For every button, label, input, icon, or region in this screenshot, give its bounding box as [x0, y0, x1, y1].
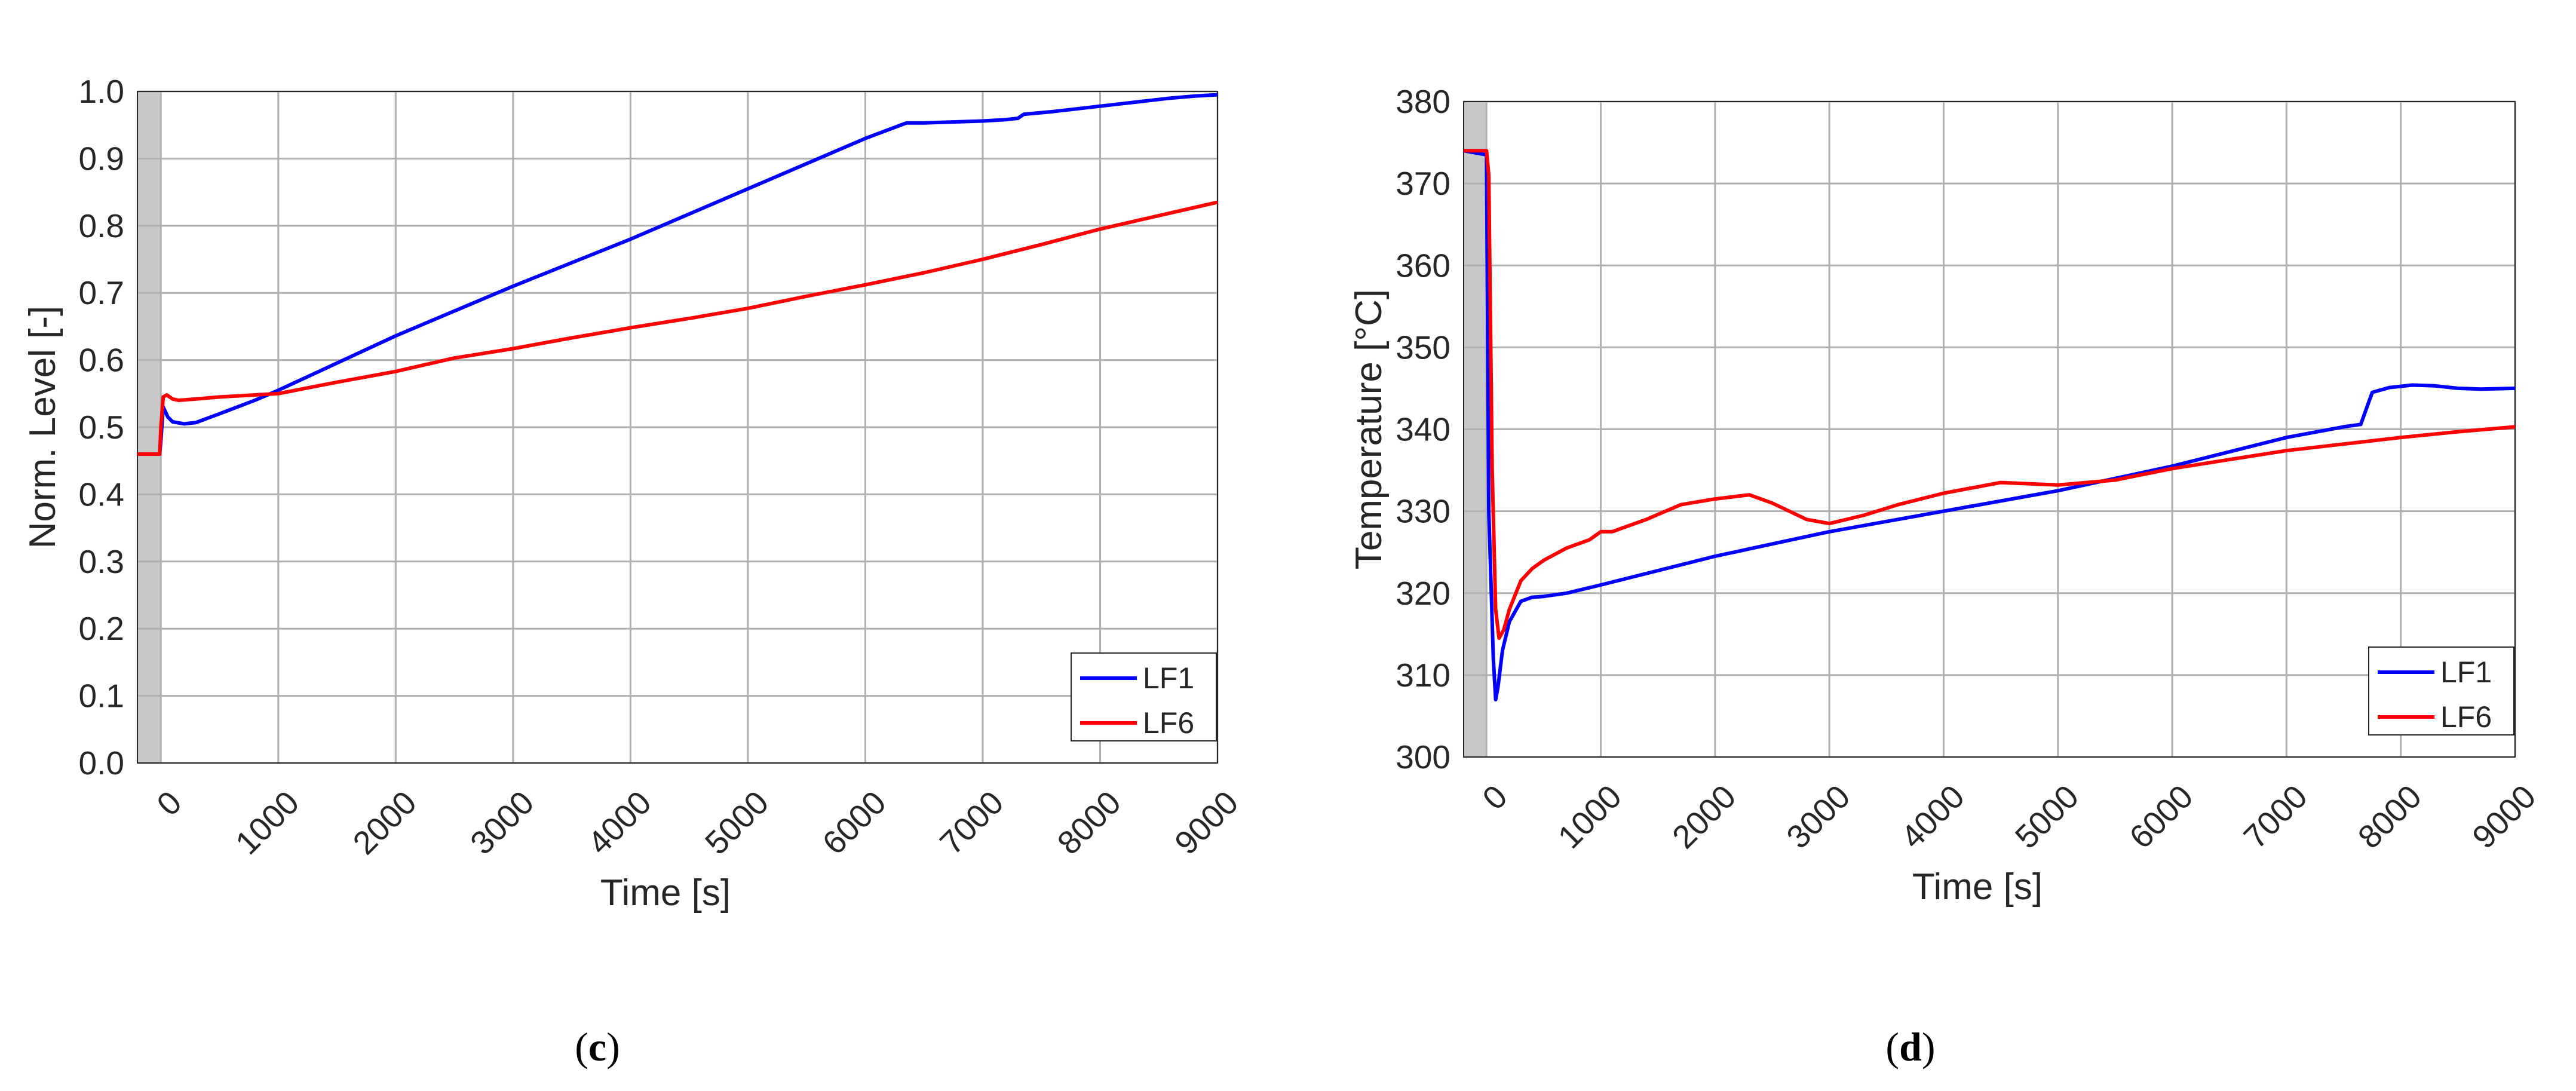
y-tick-label-10: 1.0	[79, 73, 124, 110]
x-axis-label: Time [s]	[600, 872, 731, 914]
x-tick-label-5: 5000	[698, 784, 775, 862]
x-tick-label-7: 7000	[933, 784, 1010, 862]
y-tick-label-0: 0.0	[79, 744, 124, 782]
series-line-lf6	[137, 200, 1218, 456]
x-tick-label-6: 6000	[2122, 778, 2200, 856]
x-axis-label: Time [s]	[1912, 866, 2043, 908]
panel-label-c: (c)	[575, 1024, 620, 1069]
y-tick-label-1: 310	[1396, 657, 1450, 694]
y-tick-label-4: 340	[1396, 411, 1450, 448]
chart-panel-d: 0 1000 2000 3000 4000 5000 6000 7000 8000 9000 300…	[1348, 83, 2543, 908]
x-tick-label-9: 9000	[1167, 784, 1245, 862]
x-tick-label-0: 0	[1475, 778, 1514, 817]
legend-label-lf1: LF1	[1143, 661, 1194, 695]
y-tick-label-4: 0.4	[79, 476, 124, 513]
legend-label-lf6: LF6	[2440, 700, 2492, 734]
legend-label-lf6: LF6	[1143, 706, 1194, 740]
x-tick-label-6: 6000	[815, 784, 893, 862]
x-tick-label-8: 8000	[1050, 784, 1128, 862]
y-tick-label-3: 330	[1396, 493, 1450, 530]
y-tick-label-0: 300	[1396, 738, 1450, 776]
y-tick-label-6: 0.6	[79, 342, 124, 379]
y-tick-label-5: 0.5	[79, 409, 124, 446]
series-line-lf6	[1464, 149, 2516, 640]
x-tick-label-2: 2000	[1665, 778, 1743, 856]
y-tick-label-7: 0.7	[79, 274, 124, 311]
x-tick-label-3: 3000	[1779, 778, 1857, 856]
x-tick-label-4: 4000	[581, 784, 658, 862]
series-line-lf1	[1463, 149, 2516, 701]
x-tick-label-3: 3000	[463, 784, 541, 862]
x-tick-label-1: 1000	[228, 784, 306, 862]
x-tick-label-4: 4000	[1894, 778, 1971, 856]
y-tick-label-8: 380	[1396, 83, 1450, 120]
y-tick-label-6: 360	[1396, 247, 1450, 284]
y-tick-label-5: 350	[1396, 329, 1450, 366]
x-tick-label-0: 0	[149, 784, 188, 823]
chart-panel-c: 0 1000 2000 3000 4000 5000 6000 7000 8000 9000 0.0…	[22, 73, 1245, 914]
x-tick-label-1: 1000	[1551, 778, 1629, 856]
legend-box	[1071, 652, 1217, 741]
legend-label-lf1: LF1	[2440, 655, 2492, 689]
panel-label-d: (d)	[1885, 1024, 1935, 1069]
y-axis-label: Norm. Level [-]	[22, 306, 63, 549]
y-tick-label-8: 0.8	[79, 207, 124, 244]
y-tick-label-2: 320	[1396, 575, 1450, 612]
legend-box	[2368, 646, 2514, 735]
y-tick-label-7: 370	[1396, 165, 1450, 202]
x-tick-label-8: 8000	[2351, 778, 2428, 856]
y-tick-label-1: 0.1	[79, 678, 124, 715]
y-axis-label: Temperature [°C]	[1348, 289, 1390, 569]
plot-area-border	[1463, 101, 2516, 758]
x-tick-label-7: 7000	[2237, 778, 2314, 856]
plot-area-border	[137, 91, 1218, 764]
y-tick-label-2: 0.2	[79, 610, 124, 647]
series-line-lf1	[137, 93, 1218, 456]
x-tick-label-5: 5000	[2008, 778, 2086, 856]
x-tick-label-2: 2000	[345, 784, 423, 862]
y-tick-label-9: 0.9	[79, 140, 124, 177]
y-tick-label-3: 0.3	[79, 543, 124, 580]
x-tick-label-9: 9000	[2465, 778, 2543, 856]
